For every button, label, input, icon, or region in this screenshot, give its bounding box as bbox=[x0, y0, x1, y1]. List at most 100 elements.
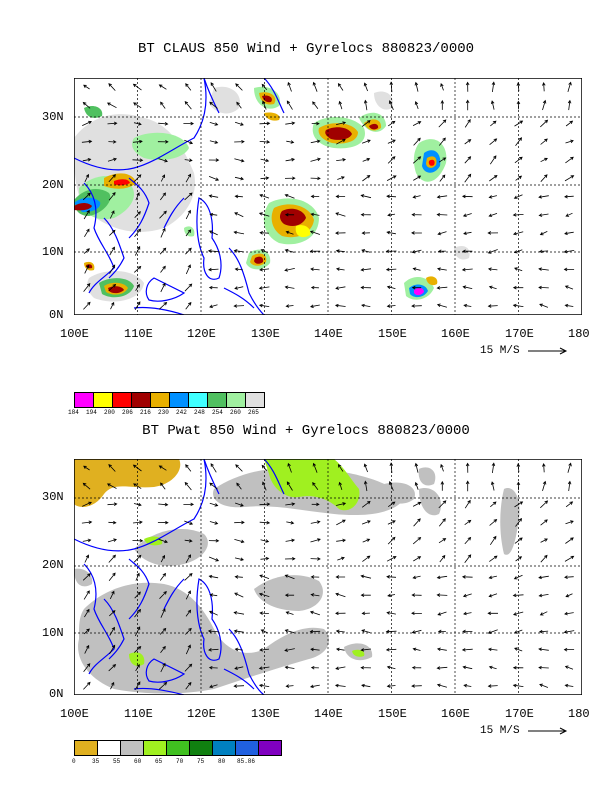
wind-vector bbox=[387, 593, 396, 598]
wind-vector bbox=[516, 100, 521, 110]
panel1-lon-140e: 140E bbox=[314, 327, 343, 341]
wind-vector bbox=[285, 502, 296, 506]
panel1-scale-arrow bbox=[528, 347, 568, 355]
wind-vector bbox=[312, 482, 319, 490]
wind-vector bbox=[360, 194, 372, 199]
wind-vector bbox=[132, 464, 142, 472]
wind-vector bbox=[210, 82, 217, 92]
panel2-colorbar-swatch bbox=[189, 740, 213, 756]
wind-vector bbox=[134, 646, 142, 653]
wind-vector bbox=[259, 502, 271, 507]
panel1-scale-label: 15 M/S bbox=[480, 345, 520, 357]
wind-vector bbox=[360, 648, 372, 652]
wind-vector bbox=[540, 174, 548, 182]
wind-vector bbox=[411, 285, 422, 290]
wind-vector bbox=[513, 249, 523, 254]
wind-vector bbox=[514, 647, 523, 652]
wind-vector bbox=[284, 556, 296, 561]
wind-vector bbox=[436, 303, 448, 308]
wind-vector bbox=[564, 575, 574, 579]
panel2-cbar-label: 70 bbox=[176, 758, 184, 765]
wind-vector bbox=[158, 84, 167, 90]
wind-vector bbox=[436, 683, 448, 688]
wind-vector bbox=[234, 139, 245, 144]
wind-vector bbox=[462, 665, 473, 670]
wind-vector bbox=[538, 267, 549, 271]
wind-vector bbox=[515, 556, 523, 562]
wind-vector bbox=[184, 192, 193, 201]
wind-vector bbox=[437, 611, 447, 616]
wind-vector bbox=[411, 665, 422, 670]
wind-vector bbox=[310, 139, 321, 144]
wind-vector bbox=[387, 536, 396, 545]
wind-vector bbox=[83, 628, 90, 635]
wind-vector bbox=[513, 574, 523, 580]
wind-vector bbox=[234, 286, 244, 290]
wind-vector bbox=[160, 645, 166, 653]
wind-vector bbox=[436, 593, 448, 597]
wind-vector bbox=[110, 681, 115, 690]
wind-vector bbox=[361, 500, 371, 508]
wind-vector bbox=[207, 249, 219, 253]
wind-vector bbox=[108, 664, 117, 672]
wind-vector bbox=[185, 644, 191, 655]
wind-vector bbox=[462, 593, 472, 598]
wind-vector bbox=[436, 286, 448, 290]
panel1-lon-180: 180 bbox=[568, 327, 590, 341]
wind-vector bbox=[84, 264, 90, 274]
wind-vector bbox=[487, 304, 498, 308]
panel1-lon-150e: 150E bbox=[378, 327, 407, 341]
wind-vector bbox=[309, 304, 320, 309]
wind-vector bbox=[157, 140, 169, 144]
wind-vector bbox=[108, 554, 116, 563]
wind-vector bbox=[134, 211, 141, 218]
panel2-colorbar-swatch bbox=[212, 740, 236, 756]
wind-vector bbox=[387, 501, 396, 508]
wind-vector bbox=[284, 665, 295, 670]
wind-vector bbox=[133, 502, 142, 507]
wind-vector bbox=[567, 81, 572, 93]
wind-vector bbox=[565, 501, 574, 508]
panel2-scale-label: 15 M/S bbox=[480, 725, 520, 737]
wind-vector bbox=[411, 593, 422, 597]
wind-vector bbox=[563, 249, 575, 254]
wind-vector bbox=[567, 99, 572, 111]
wind-vector bbox=[82, 482, 91, 490]
wind-vector bbox=[564, 231, 574, 236]
wind-vector bbox=[134, 608, 142, 618]
wind-vector bbox=[389, 462, 394, 474]
panel2-colorbar-swatch bbox=[143, 740, 167, 756]
wind-vector bbox=[437, 249, 446, 253]
wind-vector bbox=[134, 301, 141, 311]
panel1-cbar-label: 184 bbox=[68, 409, 79, 416]
wind-vector bbox=[185, 609, 192, 617]
wind-vector bbox=[489, 519, 498, 526]
wind-vector bbox=[262, 481, 267, 491]
wind-vector bbox=[539, 611, 548, 616]
wind-vector bbox=[538, 249, 549, 254]
wind-vector bbox=[540, 138, 548, 145]
wind-vector bbox=[512, 611, 524, 616]
panel1-coastline bbox=[74, 78, 285, 315]
wind-vector bbox=[563, 630, 575, 634]
wind-vector bbox=[540, 157, 548, 163]
wind-vector bbox=[284, 629, 295, 634]
wind-vector bbox=[134, 265, 142, 273]
wind-vector bbox=[158, 301, 168, 310]
wind-vector bbox=[464, 173, 472, 183]
wind-vector bbox=[487, 249, 498, 254]
wind-vector bbox=[512, 593, 524, 598]
wind-vector bbox=[234, 647, 243, 652]
panel2-colorbar-swatch bbox=[74, 740, 98, 756]
wind-vector bbox=[412, 647, 421, 651]
wind-vector bbox=[565, 156, 574, 164]
wind-vector bbox=[310, 593, 320, 597]
wind-vector bbox=[260, 556, 270, 561]
wind-vector bbox=[260, 158, 270, 163]
panel1-colorbar-swatch bbox=[150, 392, 170, 408]
wind-vector bbox=[567, 480, 572, 492]
wind-vector bbox=[185, 173, 192, 183]
wind-vector bbox=[361, 683, 371, 688]
wind-vector bbox=[414, 481, 419, 490]
panel1-cbar-label: 216 bbox=[140, 409, 151, 416]
